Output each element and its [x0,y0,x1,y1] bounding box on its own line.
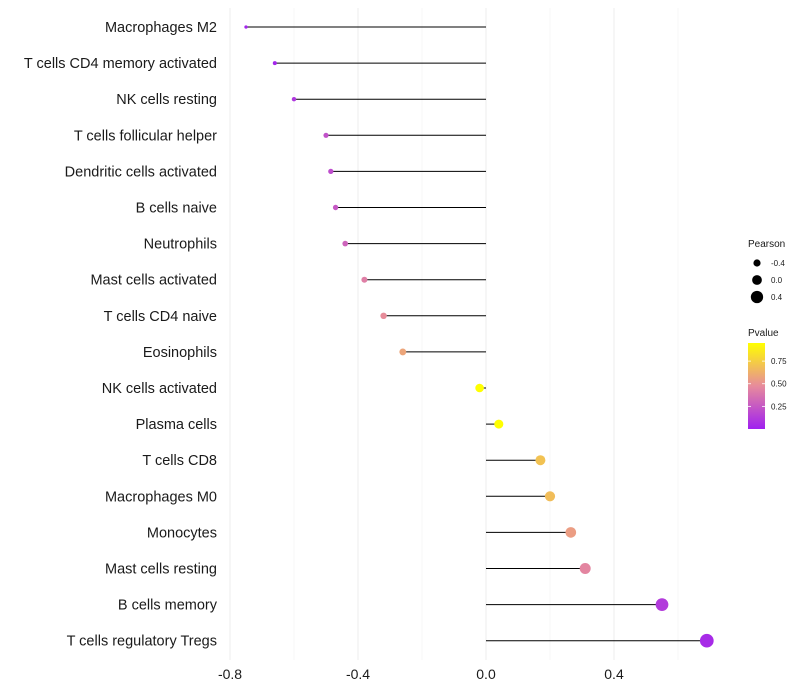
x-tick-label: -0.4 [346,666,370,682]
category-label: T cells CD4 memory activated [24,56,217,72]
category-label: Macrophages M0 [105,489,217,505]
legend-pvalue: Pvalue 0.75 0.50 0.25 [748,328,787,429]
category-label: T cells regulatory Tregs [67,634,217,650]
category-label: T cells CD4 naive [104,309,217,325]
lollipop-dot [342,240,349,247]
grid-layer [229,8,679,660]
lollipop-dot [244,25,248,29]
x-tick-label: 0.0 [476,666,496,682]
lollipop-dot [475,383,484,393]
legend-pearson-key [750,290,764,304]
legend-pearson-key [753,259,761,267]
lollipop-dot [535,455,546,466]
legend-pearson-key [752,275,762,285]
category-label: Mast cells activated [90,273,217,289]
stick-layer [246,26,707,642]
category-label: Plasma cells [136,417,217,433]
lollipop-dot [380,312,387,320]
lollipop-dot [272,61,277,66]
category-label: T cells CD8 [142,453,217,469]
category-label: Neutrophils [144,237,217,253]
lollipop-dot [328,168,334,175]
category-label: B cells memory [118,598,218,614]
x-tick-label: 0.4 [604,666,624,682]
category-label: T cells follicular helper [74,128,217,144]
category-label: Macrophages M2 [105,20,217,36]
category-label: Mast cells resting [105,562,217,578]
lollipop-dot [361,276,368,283]
category-label: Monocytes [147,525,217,541]
legend-pearson-label: -0.4 [771,259,785,268]
lollipop-dot [544,491,556,502]
lollipop-dot [579,563,591,574]
legend-pvalue-label: 0.75 [771,357,787,366]
legend-pvalue-colorbar [748,343,765,429]
lollipop-dot [565,527,577,538]
legend-pearson: Pearson -0.4 0.0 0.4 [748,239,785,304]
legend-pearson-label: 0.0 [771,276,783,285]
legend-pvalue-title: Pvalue [748,328,779,339]
lollipop-dot [323,132,329,138]
lollipop-dot [699,633,714,648]
legend-pearson-title: Pearson [748,239,785,250]
legend-pvalue-label: 0.25 [771,402,787,411]
category-labels: Macrophages M2 T cells CD4 memory activat… [24,20,218,650]
lollipop-dot [655,598,669,611]
x-tick-label: -0.8 [218,666,242,682]
x-axis-ticks: -0.8 -0.4 0.0 0.4 [218,666,624,682]
category-label: Dendritic cells activated [65,164,217,180]
lollipop-dot [291,96,297,102]
lollipop-dot [332,204,339,211]
dot-layer [244,25,714,648]
category-label: NK cells resting [116,92,217,108]
legend-pvalue-label: 0.50 [771,380,787,389]
lollipop-dot [399,348,407,356]
lollipop-dot [494,419,504,429]
category-label: B cells naive [136,201,217,217]
category-label: NK cells activated [102,381,217,397]
category-label: Eosinophils [143,345,217,361]
legend-pearson-label: 0.4 [771,293,783,302]
